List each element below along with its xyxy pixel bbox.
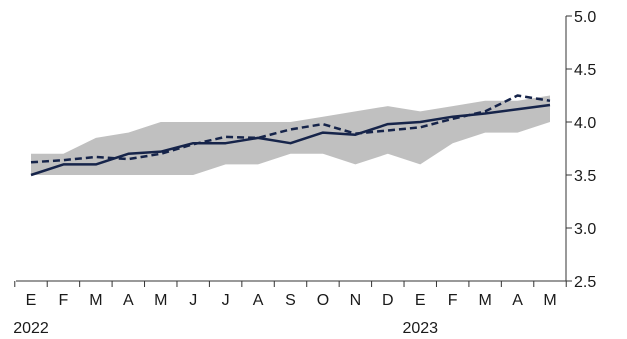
y-tick-label: 4.0: [574, 115, 596, 132]
x-tick-label: S: [285, 292, 296, 309]
x-tick-label: A: [253, 292, 264, 309]
y-tick-label: 3.5: [574, 168, 596, 185]
x-tick-label: M: [89, 292, 102, 309]
series-line-dashed: [30, 94, 551, 164]
range-band: [31, 95, 550, 175]
x-tick-label: J: [222, 292, 230, 309]
y-tick-label: 3.0: [574, 221, 596, 238]
x-tick-label: A: [123, 292, 134, 309]
x-tick-label: O: [317, 292, 329, 309]
x-tick-label: E: [415, 292, 426, 309]
x-tick-label: N: [350, 292, 362, 309]
range-band-area: [31, 95, 550, 175]
x-tick-label: D: [382, 292, 394, 309]
x-tick-label: F: [59, 292, 69, 309]
x-tick-label: E: [26, 292, 37, 309]
x-tick-label: J: [189, 292, 197, 309]
x-tick-label: M: [478, 292, 491, 309]
y-tick-label: 2.5: [574, 274, 596, 291]
year-label: 2022: [13, 320, 49, 337]
y-tick-label: 5.0: [574, 9, 596, 26]
x-tick-label: M: [154, 292, 167, 309]
axis-labels: 2.5 3.0 3.5 4.0 4.5 5.0 E F M A M J J A S O N D E F M A M 2022 2…: [13, 9, 596, 337]
x-tick-label: F: [448, 292, 458, 309]
year-label: 2023: [402, 320, 438, 337]
y-tick-label: 4.5: [574, 62, 596, 79]
x-tick-label: A: [512, 292, 523, 309]
axes: [14, 15, 572, 287]
series-lines: [30, 94, 551, 177]
x-tick-label: M: [543, 292, 556, 309]
